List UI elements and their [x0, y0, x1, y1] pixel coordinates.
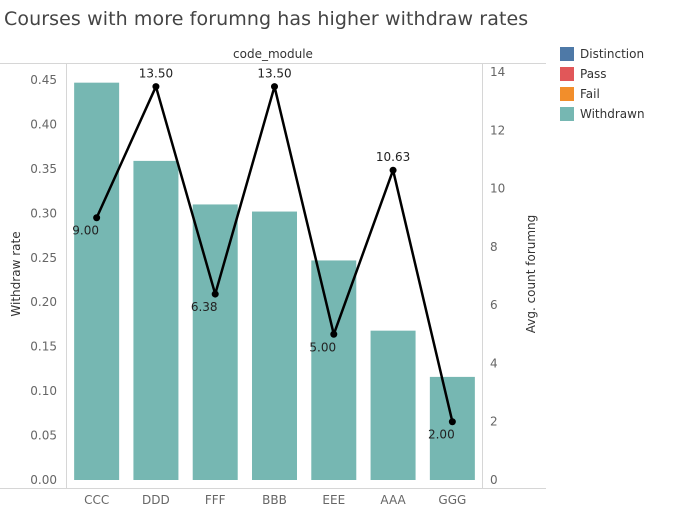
- data-label-fff: 6.38: [191, 300, 218, 314]
- legend-swatch: [560, 107, 574, 121]
- y2-tick-label-1: 2: [490, 415, 498, 429]
- data-label-ddd: 13.50: [139, 67, 173, 81]
- data-label-ggg: 2.00: [428, 428, 455, 442]
- data-label-ccc: 9.00: [72, 224, 99, 238]
- y2-tick-label-3: 6: [490, 298, 498, 312]
- y2-axis-title: Avg. count forumng: [524, 215, 538, 334]
- legend-label: Pass: [580, 67, 607, 81]
- bar-eee: [311, 260, 357, 480]
- line-point-bbb: [271, 83, 278, 91]
- y2-tick-label-7: 14: [490, 65, 505, 79]
- legend-swatch: [560, 47, 574, 61]
- bar-aaa: [370, 330, 416, 480]
- x-tick-label-fff: FFF: [205, 493, 226, 507]
- y2-tick-label-4: 8: [490, 240, 498, 254]
- y-tick-label-2: 0.10: [30, 384, 57, 398]
- x-tick-label-bbb: BBB: [262, 493, 287, 507]
- y2-tick-label-2: 4: [490, 356, 498, 370]
- line-point-fff: [211, 290, 219, 298]
- x-tick-label-ggg: GGG: [438, 493, 466, 507]
- data-label-aaa: 10.63: [376, 150, 410, 164]
- data-label-eee: 5.00: [309, 340, 336, 354]
- y-tick-label-8: 0.40: [30, 117, 57, 131]
- legend-swatch: [560, 87, 574, 101]
- y2-tick-label-0: 0: [490, 473, 498, 487]
- legend-label: Fail: [580, 87, 600, 101]
- x-tick-label-eee: EEE: [322, 493, 345, 507]
- chart-title: Courses with more forumng has higher wit…: [4, 8, 529, 30]
- y-axis-title: Withdraw rate: [9, 231, 23, 316]
- data-label-bbb: 13.50: [257, 67, 291, 81]
- legend-swatch: [560, 67, 574, 81]
- y-tick-label-1: 0.05: [30, 429, 57, 443]
- legend-label: Withdrawn: [580, 107, 645, 121]
- x-tick-label-ccc: CCC: [84, 493, 109, 507]
- y2-tick-label-5: 10: [490, 182, 505, 196]
- line-point-ggg: [448, 418, 456, 426]
- bar-ccc: [74, 82, 120, 481]
- legend-item-distinction[interactable]: Distinction: [560, 44, 645, 64]
- y-tick-label-6: 0.30: [30, 206, 57, 220]
- y-tick-label-0: 0.00: [30, 473, 57, 487]
- legend: Distinction Pass Fail Withdrawn: [560, 44, 645, 124]
- legend-item-withdrawn[interactable]: Withdrawn: [560, 104, 645, 124]
- bar-ggg: [429, 376, 475, 480]
- y-tick-label-5: 0.25: [30, 251, 57, 265]
- x-tick-label-ddd: DDD: [142, 493, 170, 507]
- y-tick-label-3: 0.15: [30, 340, 57, 354]
- y2-tick-label-6: 12: [490, 123, 505, 137]
- line-point-ccc: [93, 214, 101, 222]
- legend-item-fail[interactable]: Fail: [560, 84, 645, 104]
- line-point-ddd: [152, 83, 160, 91]
- y-tick-label-9: 0.45: [30, 73, 57, 87]
- legend-item-pass[interactable]: Pass: [560, 64, 645, 84]
- bar-fff: [192, 204, 238, 480]
- line-point-aaa: [389, 166, 397, 174]
- bar-ddd: [133, 160, 179, 480]
- legend-label: Distinction: [580, 47, 645, 61]
- header-label: code_module: [233, 47, 313, 61]
- line-point-eee: [330, 330, 338, 338]
- y-tick-label-7: 0.35: [30, 162, 57, 176]
- x-tick-label-aaa: AAA: [380, 493, 406, 507]
- y-tick-label-4: 0.20: [30, 295, 57, 309]
- bar-bbb: [252, 211, 297, 481]
